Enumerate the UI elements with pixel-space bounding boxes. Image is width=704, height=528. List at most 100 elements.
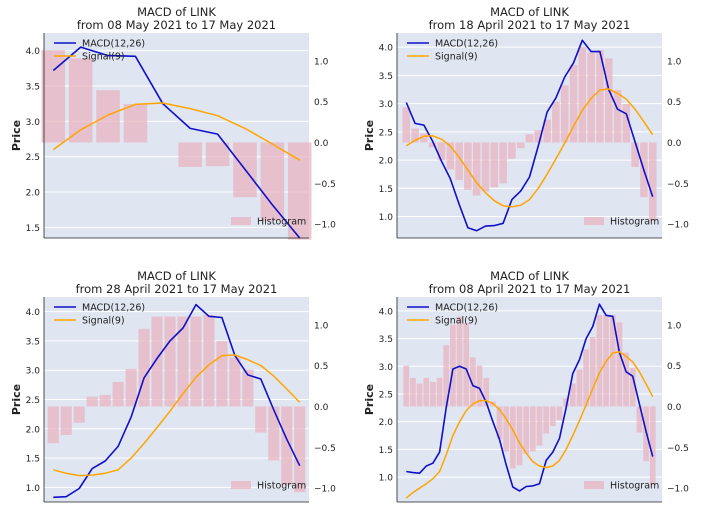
y2-tick-label: 1.0 — [667, 57, 682, 67]
legend-label: Signal(9) — [82, 316, 125, 327]
histogram-bar — [423, 377, 430, 407]
histogram-bar — [138, 328, 150, 407]
histogram-bar — [464, 142, 472, 190]
histogram-bar — [203, 314, 215, 407]
histogram-bar — [68, 58, 93, 143]
histogram-bar — [281, 406, 293, 485]
histogram-bar — [576, 369, 583, 407]
y-axis-label: Price — [10, 120, 23, 151]
y-tick-label: 1.0 — [379, 474, 394, 484]
y-tick-label: 4.0 — [26, 47, 41, 57]
chart-subtitle: from 08 May 2021 to 17 May 2021 — [77, 18, 276, 32]
y-tick-label: 1.0 — [26, 484, 41, 494]
histogram-bar — [523, 406, 530, 454]
macd-line — [406, 303, 654, 492]
y-tick-label: 4.0 — [26, 308, 41, 318]
chart-subtitle: from 28 April 2021 to 17 May 2021 — [76, 282, 278, 296]
y-tick-label: 1.5 — [379, 185, 393, 195]
histogram-bar — [483, 377, 490, 407]
histogram-bar — [470, 357, 476, 407]
y2-tick-label: 0.0 — [314, 403, 329, 413]
histogram-bar — [443, 345, 450, 407]
histogram-bar — [450, 324, 456, 407]
histogram-bar — [481, 142, 490, 192]
histogram-bar — [589, 337, 596, 407]
chart-title: MACD of LINK — [137, 5, 216, 19]
legend-swatch — [231, 217, 251, 225]
histogram-bar — [178, 142, 202, 167]
histogram-bar — [549, 406, 556, 427]
legend-swatch — [584, 481, 604, 489]
histogram-bar — [436, 377, 443, 407]
y-tick-label: 1.0 — [379, 213, 394, 223]
histogram-bar — [516, 142, 525, 149]
histogram-bar — [60, 406, 72, 436]
histogram-bar — [41, 50, 66, 143]
histogram-bar — [543, 119, 551, 143]
histogram-bar — [86, 396, 98, 407]
histogram-bar — [437, 142, 446, 161]
signal-line — [405, 88, 654, 208]
signal-line — [405, 351, 654, 499]
histogram-bar — [649, 406, 656, 485]
y-tick-label: 2.5 — [379, 390, 393, 400]
histogram-bar — [205, 142, 230, 167]
signal-line — [53, 354, 301, 477]
histogram-bar — [294, 406, 306, 493]
y-tick-label: 1.5 — [379, 446, 393, 456]
legend-label: MACD(12,26) — [435, 303, 498, 314]
legend-label: Histogram — [257, 481, 306, 492]
histogram-bar — [648, 142, 657, 221]
histogram-bar — [596, 50, 604, 143]
legend-label: Histogram — [610, 217, 659, 228]
y2-tick-label: 0.5 — [314, 98, 328, 108]
macd-panel-3: 1.0 1.5 2.0 2.5 3.0 3.5 4.0 1.0 0.5 0.0 −0.5 −1.0 MA… — [10, 269, 336, 503]
y-tick-label: 3.0 — [26, 118, 41, 128]
y-tick-label: 2.0 — [379, 157, 394, 167]
legend-label: Signal(9) — [435, 52, 478, 63]
y2-tick-label: 0.0 — [667, 139, 682, 149]
y2-tick-label: −0.5 — [314, 444, 336, 454]
histogram-bar — [430, 381, 436, 407]
histogram-bar — [287, 142, 312, 240]
histogram-bar — [604, 58, 613, 143]
legend-label: MACD(12,26) — [82, 303, 145, 314]
histogram-bar — [190, 316, 202, 407]
y2-tick-label: −0.5 — [667, 444, 689, 454]
histogram-bar — [536, 406, 543, 446]
histogram-bar — [99, 395, 111, 407]
signal-line — [52, 102, 301, 161]
histogram-bar — [455, 142, 463, 181]
histogram-bar — [125, 368, 137, 407]
legend-swatch — [231, 481, 251, 489]
y-axis-label: Price — [363, 384, 376, 415]
legend-label: MACD(12,26) — [435, 39, 498, 50]
histogram-bar — [569, 383, 576, 407]
y-tick-label: 3.5 — [379, 72, 393, 82]
histogram-bar — [509, 406, 516, 469]
histogram-bar — [112, 381, 124, 407]
histogram-bar — [96, 90, 120, 143]
chart-title: MACD of LINK — [490, 5, 569, 19]
histogram-bar — [229, 357, 241, 407]
y-tick-label: 2.5 — [379, 128, 393, 138]
histogram-bar — [416, 383, 423, 407]
histogram-bar — [525, 134, 534, 143]
y2-tick-label: −1.0 — [667, 485, 689, 495]
legend-label: Signal(9) — [435, 316, 478, 327]
histogram-bar — [563, 398, 569, 407]
histogram-bar — [255, 406, 267, 433]
histogram-bar — [402, 107, 411, 143]
y-tick-label: 3.5 — [26, 83, 40, 93]
y2-tick-label: 0.5 — [667, 362, 681, 372]
y2-tick-label: −1.0 — [667, 221, 689, 231]
y-tick-label: 2.5 — [26, 396, 40, 406]
legend-label: Histogram — [257, 217, 306, 228]
histogram-bar — [569, 64, 578, 143]
histogram-bar — [543, 406, 550, 434]
y2-tick-label: −1.0 — [314, 485, 336, 495]
y-tick-label: 4.0 — [379, 44, 394, 54]
macd-panel-4: 1.0 1.5 2.0 2.5 3.0 3.5 4.0 1.0 0.5 0.0 −0.5 −1.0 MA… — [363, 269, 689, 503]
y-tick-label: 4.0 — [379, 307, 394, 317]
histogram-bar — [463, 323, 470, 407]
